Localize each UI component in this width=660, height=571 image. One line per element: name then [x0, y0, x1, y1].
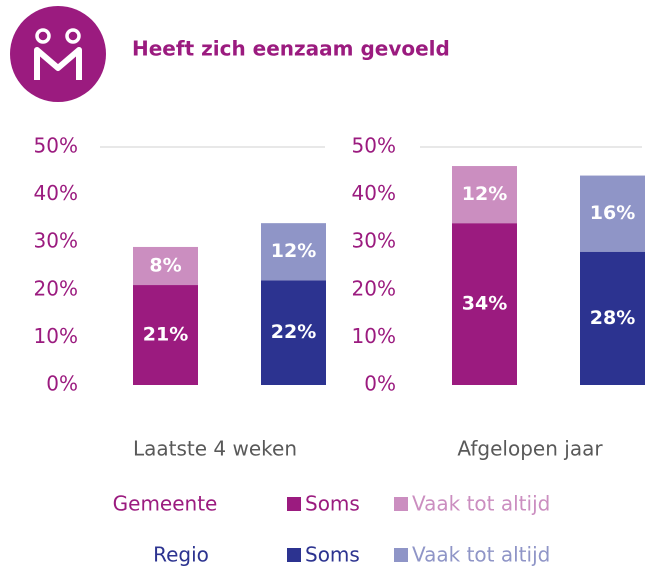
legend-swatch — [287, 548, 301, 562]
data-label: 34% — [462, 293, 507, 315]
legend-label: Vaak tot altijd — [412, 543, 550, 567]
legend-label: Soms — [305, 492, 360, 516]
y-tick-label: 0% — [364, 372, 396, 396]
data-label: 12% — [271, 240, 316, 262]
y-tick-label: 20% — [34, 276, 78, 300]
data-label: 16% — [590, 202, 635, 224]
bar-segment — [452, 166, 517, 224]
y-tick-label: 30% — [34, 229, 78, 253]
logo — [10, 6, 106, 102]
y-tick-label: 30% — [352, 229, 396, 253]
data-label: 12% — [462, 183, 507, 205]
bar-segment — [261, 280, 326, 385]
y-tick-label: 40% — [352, 181, 396, 205]
data-label: 8% — [149, 255, 181, 277]
y-tick-label: 10% — [34, 324, 78, 348]
legend-label: Soms — [305, 543, 360, 567]
bar-segment — [261, 223, 326, 281]
y-tick-label: 0% — [46, 372, 78, 396]
legend-swatch — [394, 548, 408, 562]
y-tick-label: 40% — [34, 181, 78, 205]
bar-segment — [452, 223, 517, 385]
x-axis-label: Laatste 4 weken — [133, 437, 297, 461]
legend-swatch — [287, 497, 301, 511]
y-tick-label: 50% — [34, 134, 78, 158]
chart-title: Heeft zich eenzaam gevoeld — [132, 37, 450, 61]
y-tick-label: 10% — [352, 324, 396, 348]
data-label: 21% — [143, 324, 188, 346]
legend-group: Gemeente — [113, 492, 218, 516]
data-label: 28% — [590, 307, 635, 329]
legend-swatch — [394, 497, 408, 511]
bar-segment — [580, 251, 645, 385]
data-label: 22% — [271, 321, 316, 343]
y-tick-label: 20% — [352, 276, 396, 300]
x-axis-label: Afgelopen jaar — [457, 437, 603, 461]
legend-group: Regio — [153, 543, 209, 567]
legend-label: Vaak tot altijd — [412, 492, 550, 516]
bar-segment — [133, 246, 198, 286]
bar-segment — [133, 285, 198, 385]
y-tick-label: 50% — [352, 134, 396, 158]
bar-segment — [580, 175, 645, 252]
